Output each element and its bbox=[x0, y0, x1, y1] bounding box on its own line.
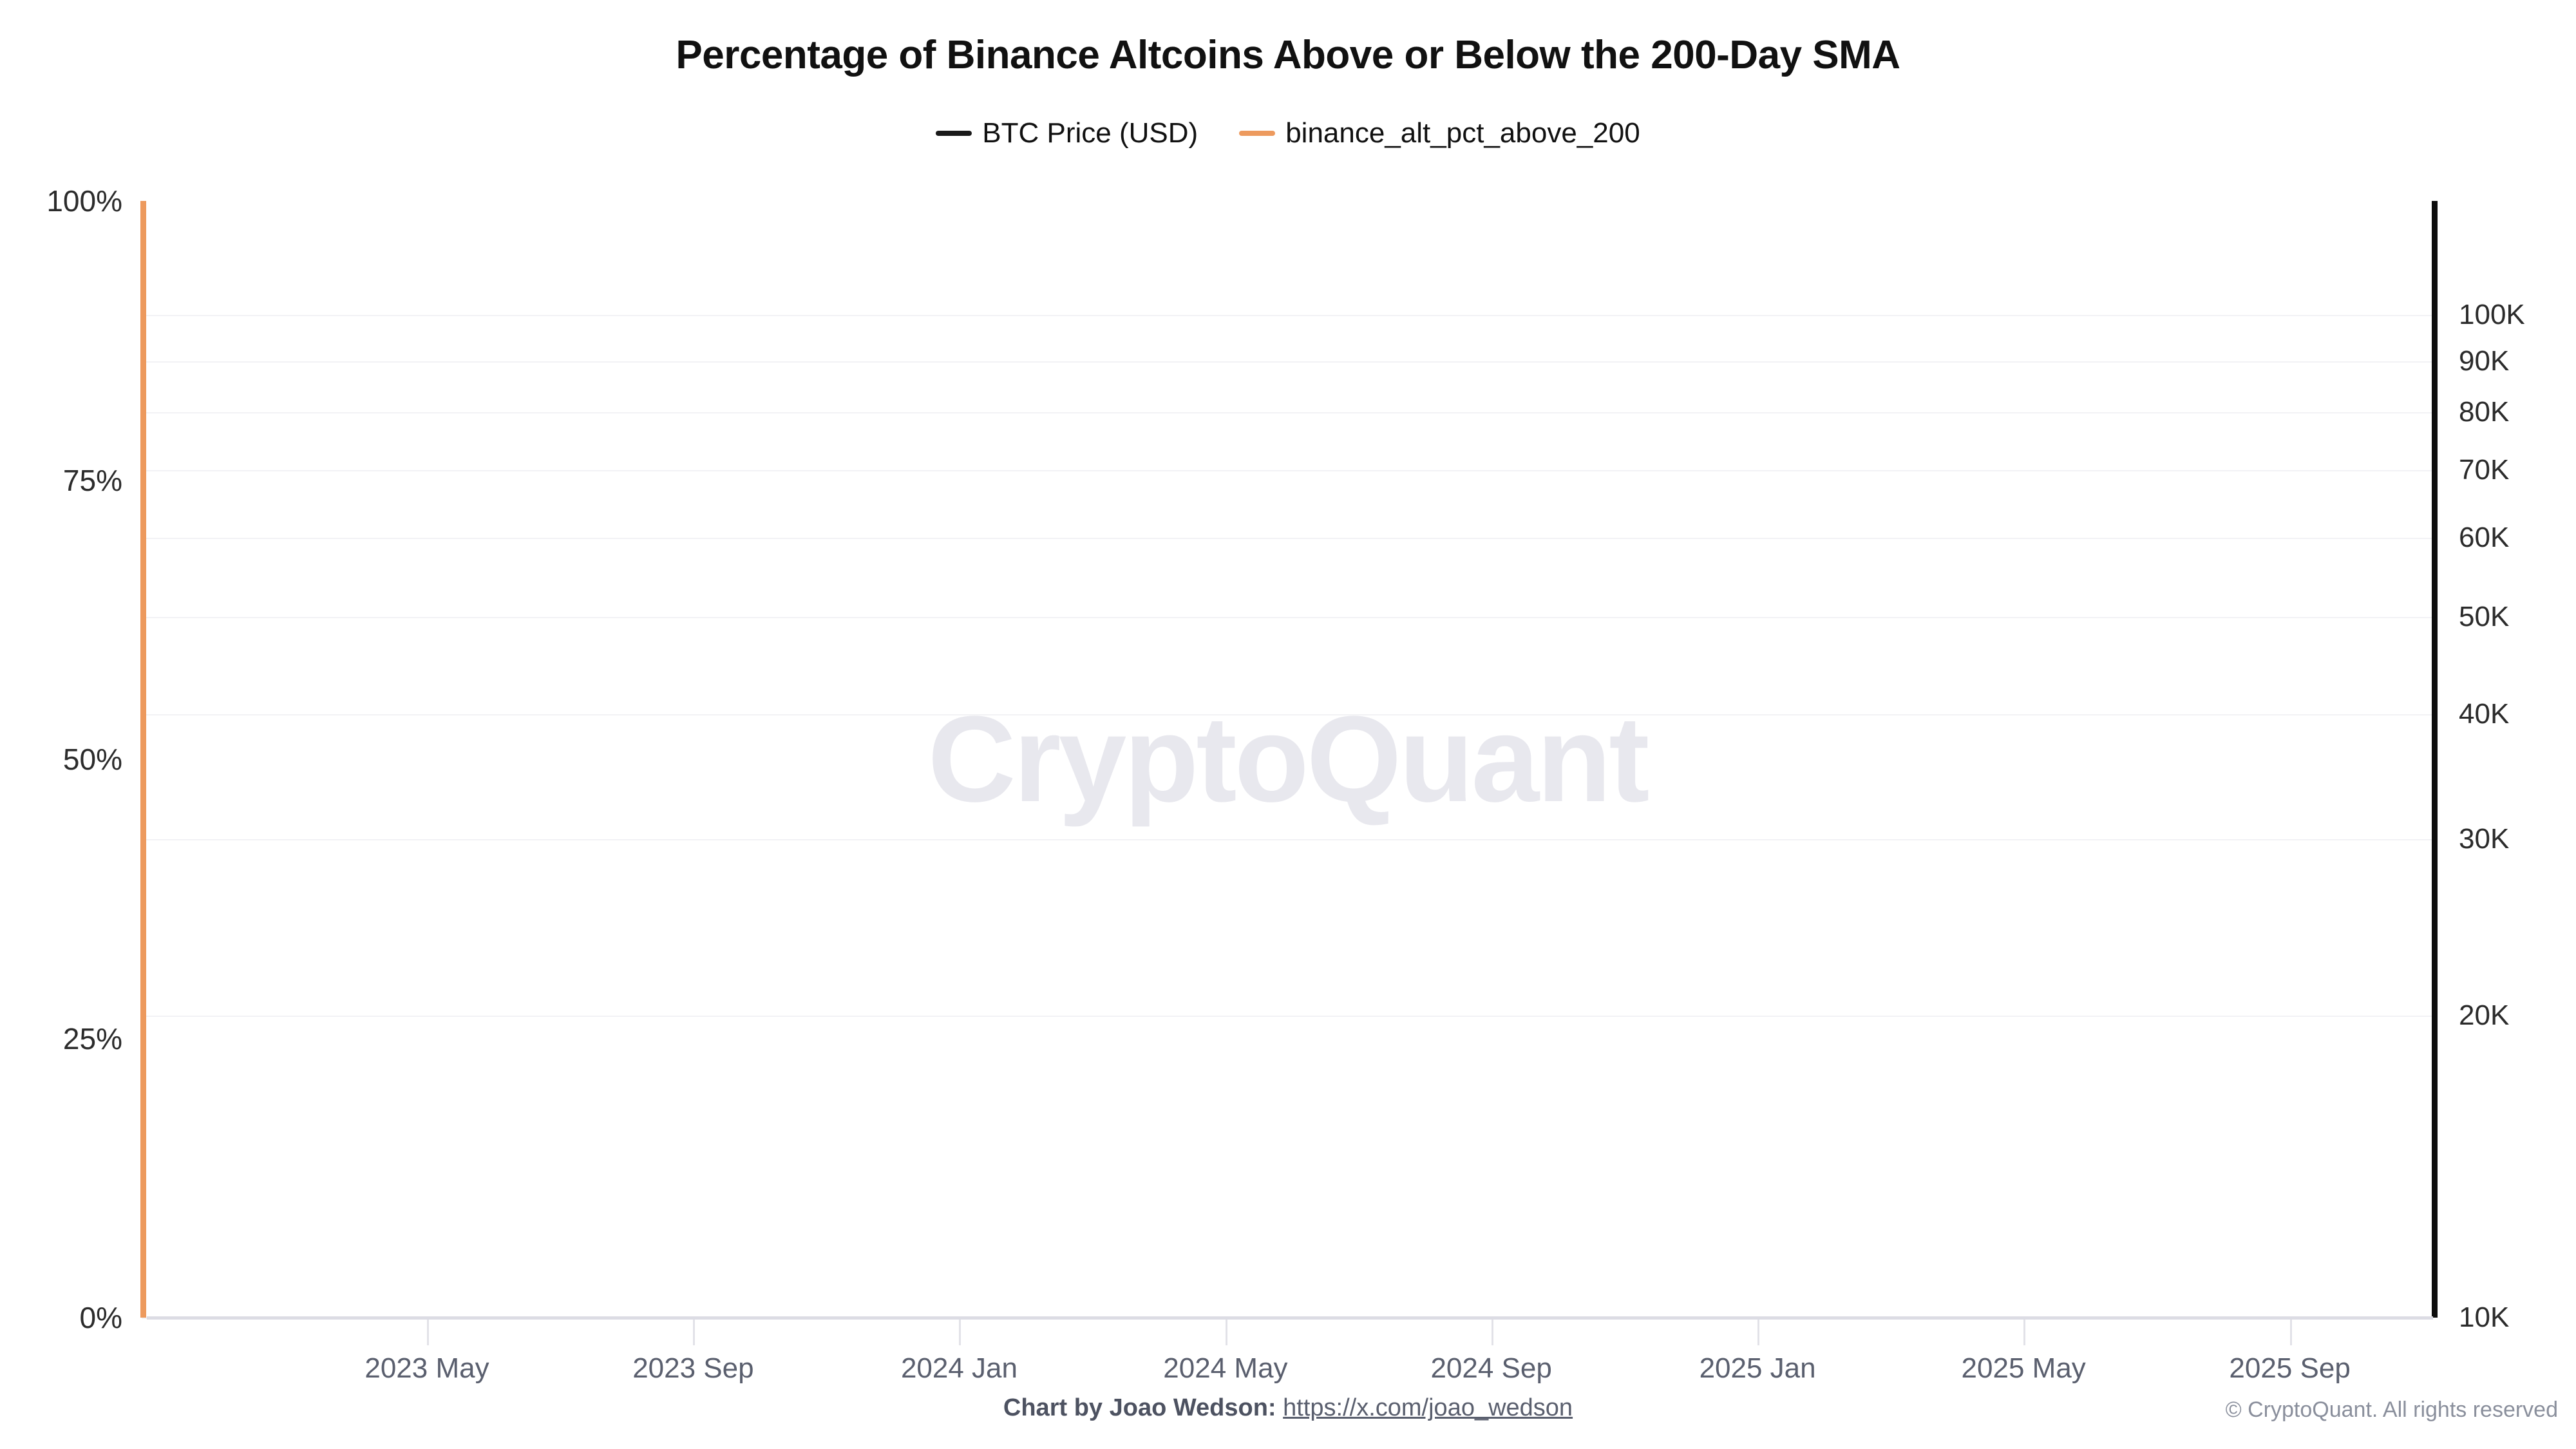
x-tick-label: 2024 Jan bbox=[900, 1352, 1018, 1384]
x-tick-label: 2023 Sep bbox=[632, 1352, 754, 1384]
gridline bbox=[142, 1016, 2433, 1018]
gridline bbox=[142, 616, 2433, 618]
right-tick-label: 10K bbox=[2459, 1302, 2510, 1333]
legend-swatch-alt-icon bbox=[1239, 131, 1276, 136]
legend-label-btc: BTC Price (USD) bbox=[982, 117, 1198, 149]
legend-label-alt: binance_alt_pct_above_200 bbox=[1285, 117, 1640, 149]
copyright-notice: © CryptoQuant. All rights reserved bbox=[2225, 1397, 2558, 1422]
right-tick-label: 40K bbox=[2459, 697, 2510, 730]
left-tick-label: 25% bbox=[62, 1021, 122, 1056]
gridline bbox=[142, 537, 2433, 539]
legend-item-alt-pct[interactable]: binance_alt_pct_above_200 bbox=[1239, 119, 1640, 147]
x-axis-line bbox=[147, 1316, 2433, 1320]
credit-author: Chart by Joao Wedson: bbox=[1003, 1394, 1283, 1421]
gridline bbox=[142, 315, 2433, 317]
x-tick-label: 2025 May bbox=[1961, 1352, 2086, 1384]
x-tick-label: 2024 Sep bbox=[1430, 1352, 1552, 1384]
plot-background bbox=[142, 201, 2433, 1318]
x-tick-mark bbox=[1225, 1320, 1227, 1345]
left-tick-label: 50% bbox=[62, 743, 122, 776]
x-tick-mark bbox=[2023, 1320, 2026, 1345]
x-tick-mark bbox=[693, 1320, 696, 1345]
right-axis-spine bbox=[2432, 201, 2438, 1318]
right-tick-label: 80K bbox=[2459, 396, 2510, 428]
right-tick-label: 20K bbox=[2459, 999, 2510, 1032]
legend-swatch-btc-icon bbox=[936, 131, 972, 136]
right-tick-label: 70K bbox=[2459, 454, 2510, 486]
right-tick-label: 100K bbox=[2459, 299, 2525, 331]
right-tick-label: 50K bbox=[2459, 600, 2510, 632]
page-title: Percentage of Binance Altcoins Above or … bbox=[676, 33, 1900, 77]
gridline bbox=[142, 412, 2433, 414]
left-tick-label: 0% bbox=[79, 1301, 122, 1334]
x-tick-mark bbox=[426, 1320, 429, 1345]
left-tick-label: 75% bbox=[62, 463, 122, 497]
x-tick-label: 2025 Sep bbox=[2229, 1352, 2351, 1384]
left-tick-label: 100% bbox=[46, 184, 122, 218]
right-tick-label: 60K bbox=[2459, 521, 2510, 553]
gridline bbox=[142, 470, 2433, 472]
x-tick-label: 2024 May bbox=[1163, 1352, 1288, 1384]
plot-area[interactable]: CryptoQuant bbox=[142, 201, 2433, 1319]
x-tick-mark bbox=[2289, 1320, 2292, 1345]
gridline bbox=[142, 361, 2433, 363]
gridline bbox=[142, 839, 2433, 841]
gridline bbox=[142, 714, 2433, 715]
right-tick-label: 30K bbox=[2459, 823, 2510, 855]
x-tick-label: 2025 Jan bbox=[1699, 1352, 1816, 1384]
legend-item-btc-price[interactable]: BTC Price (USD) bbox=[936, 119, 1198, 147]
x-tick-mark bbox=[1491, 1320, 1493, 1345]
chart-credit: Chart by Joao Wedson: https://x.com/joao… bbox=[0, 1394, 2576, 1422]
credit-link[interactable]: https://x.com/joao_wedson bbox=[1283, 1394, 1573, 1421]
x-tick-mark bbox=[1757, 1320, 1760, 1345]
x-tick-mark bbox=[959, 1320, 961, 1345]
x-tick-label: 2023 May bbox=[365, 1352, 489, 1384]
right-tick-label: 90K bbox=[2459, 345, 2510, 377]
legend: BTC Price (USD) binance_alt_pct_above_20… bbox=[0, 119, 2576, 147]
left-axis-spine bbox=[140, 201, 146, 1318]
